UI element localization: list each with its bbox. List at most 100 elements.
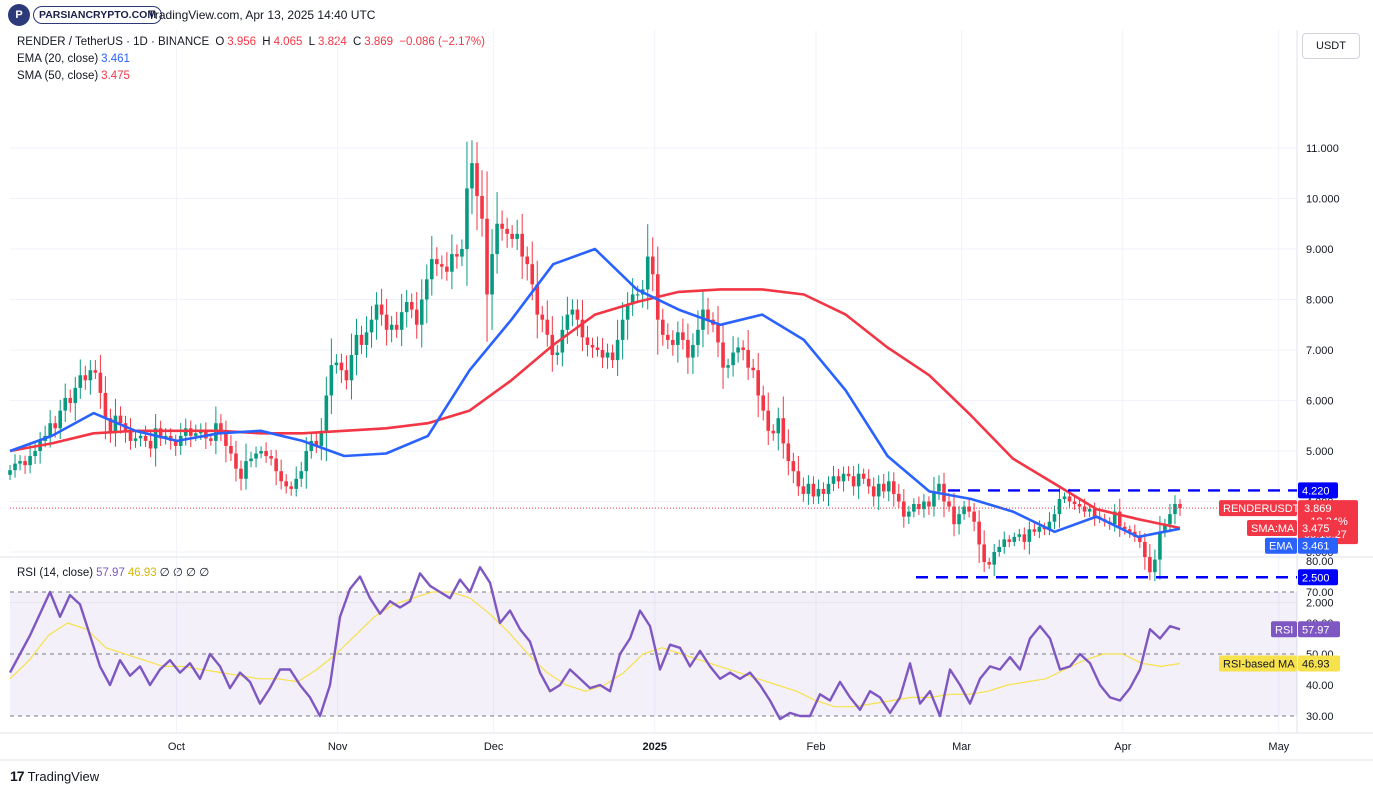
candle-body bbox=[851, 476, 856, 487]
sma-label[interactable]: SMA (50, close) bbox=[17, 70, 99, 82]
candle-body bbox=[686, 339, 690, 358]
tradingview-logo[interactable]: 17 TradingView bbox=[10, 768, 99, 784]
candle-body bbox=[294, 478, 299, 489]
candle-body bbox=[997, 546, 1002, 552]
candle-body bbox=[676, 332, 680, 345]
candle-body bbox=[987, 562, 991, 565]
candle-body bbox=[349, 355, 354, 381]
price-tick-label: 5.000 bbox=[1306, 446, 1334, 458]
time-tick-label: May bbox=[1268, 741, 1289, 753]
candle-body bbox=[520, 233, 524, 257]
candle-body bbox=[942, 483, 946, 502]
rsi-tick-label: 30.00 bbox=[1306, 711, 1334, 723]
candle-body bbox=[28, 456, 32, 466]
candle-body bbox=[1007, 539, 1012, 542]
candle-body bbox=[259, 451, 263, 454]
candle-body bbox=[831, 476, 836, 484]
rsi-tick-label: 40.00 bbox=[1306, 680, 1334, 692]
candle-body bbox=[450, 254, 454, 272]
candle-body bbox=[324, 395, 329, 431]
candle-body bbox=[133, 438, 138, 441]
candle-body bbox=[660, 319, 665, 335]
candle-body bbox=[796, 471, 801, 487]
candle-body bbox=[525, 256, 530, 265]
price-tick-label: 6.000 bbox=[1306, 396, 1334, 408]
candle-body bbox=[1117, 511, 1122, 527]
candle-body bbox=[565, 314, 570, 330]
candle-body bbox=[560, 329, 565, 353]
ema-tag-value: 3.461 bbox=[1302, 541, 1330, 553]
candle-body bbox=[98, 372, 103, 393]
symbol-tag-bg bbox=[1219, 500, 1297, 517]
ema-tag-label: EMA bbox=[1269, 541, 1294, 553]
symbol-name[interactable]: RENDER / TetherUS · 1D · BINANCE bbox=[17, 36, 210, 48]
candle-body bbox=[1062, 496, 1067, 499]
candle-body bbox=[13, 463, 17, 471]
candle-body bbox=[455, 254, 459, 257]
high-value: 4.065 bbox=[273, 36, 303, 48]
candle-body bbox=[891, 481, 896, 494]
candle-body bbox=[118, 415, 123, 424]
candle-body bbox=[88, 370, 93, 381]
candle-body bbox=[460, 249, 464, 257]
price-tick-label: 9.000 bbox=[1306, 244, 1334, 256]
candle-body bbox=[937, 483, 941, 492]
brand-logo: P PARSIANCRYPTO.COM bbox=[8, 4, 163, 26]
rsi-value: 57.97 bbox=[96, 567, 125, 579]
candle-body bbox=[33, 451, 37, 457]
open-label: O bbox=[215, 36, 225, 48]
candle-body bbox=[595, 347, 600, 350]
candle-body bbox=[585, 337, 590, 345]
candle-body bbox=[716, 324, 720, 343]
candle-body bbox=[173, 440, 178, 446]
candle-body bbox=[505, 228, 509, 234]
sma-tag-value-bg bbox=[1298, 520, 1338, 537]
candle-body bbox=[299, 471, 304, 479]
candle-body bbox=[896, 493, 901, 502]
candle-body bbox=[947, 501, 951, 507]
candle-body bbox=[650, 256, 655, 275]
currency-unit-button[interactable]: USDT bbox=[1302, 33, 1360, 59]
candle-body bbox=[635, 294, 640, 296]
change-value: −0.086 (−2.17%) bbox=[399, 36, 485, 48]
rsi-label[interactable]: RSI (14, close) bbox=[17, 567, 94, 579]
price-tag: 3.869 bbox=[1304, 503, 1332, 515]
candle-body bbox=[319, 430, 324, 446]
candle-body bbox=[103, 392, 108, 419]
low-value: 3.824 bbox=[317, 36, 347, 48]
candle-body bbox=[254, 453, 258, 459]
time-tick-label: Feb bbox=[807, 741, 826, 753]
candle-body bbox=[1072, 501, 1077, 505]
candles bbox=[8, 140, 1182, 582]
symbol-tag: RENDERUSDT bbox=[1223, 503, 1300, 515]
candle-body bbox=[430, 259, 434, 280]
candle-body bbox=[158, 428, 163, 439]
candle-body bbox=[1082, 506, 1087, 512]
candle-body bbox=[530, 264, 535, 285]
chart-meta: TradingView.com, Apr 13, 2025 14:40 UTC bbox=[148, 8, 376, 22]
rsi-ma-line bbox=[9, 591, 1181, 708]
candle-body bbox=[23, 461, 27, 466]
candle-body bbox=[244, 461, 248, 479]
candle-body bbox=[485, 218, 489, 295]
candle-body bbox=[856, 473, 861, 487]
rsi-tag-value-bg bbox=[1298, 621, 1340, 638]
candle-body bbox=[1158, 531, 1162, 560]
ema-20-line bbox=[9, 247, 1181, 539]
time-tick-label: Dec bbox=[484, 741, 504, 753]
candle-body bbox=[239, 468, 243, 479]
candle-body bbox=[18, 461, 22, 464]
candle-body bbox=[334, 362, 339, 366]
candle-body bbox=[902, 501, 906, 517]
sma-legend: SMA (50, close) 3.475 bbox=[17, 70, 133, 82]
candle-body bbox=[555, 352, 560, 356]
rsi-tag-label: RSI bbox=[1275, 624, 1293, 636]
candle-body bbox=[1173, 504, 1177, 515]
candle-body bbox=[108, 418, 113, 434]
candle-body bbox=[63, 397, 68, 411]
ema-label[interactable]: EMA (20, close) bbox=[17, 53, 99, 65]
candle-body bbox=[113, 415, 118, 434]
grid bbox=[0, 30, 1373, 761]
candle-body bbox=[515, 233, 519, 239]
